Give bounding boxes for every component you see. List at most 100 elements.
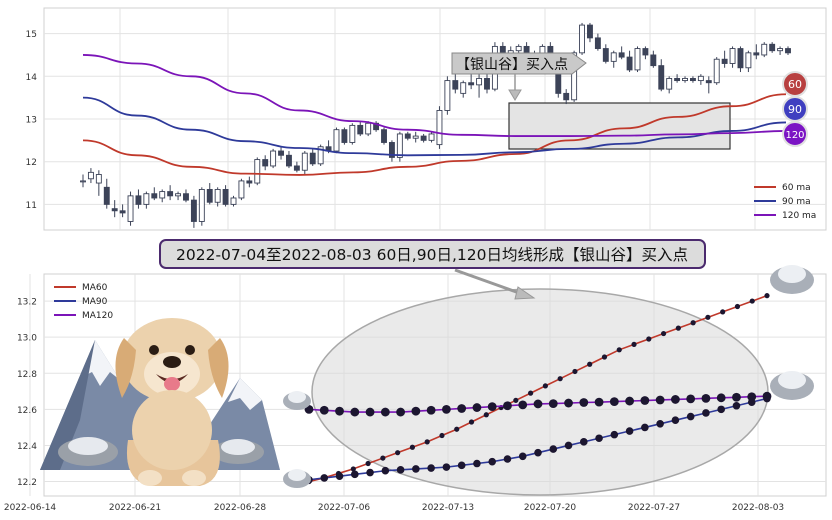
candle-body — [388, 142, 395, 158]
candle-body — [230, 197, 237, 205]
bottom-ma-point — [705, 314, 711, 320]
x-tick-label: 2022-06-14 — [4, 503, 57, 513]
bottom-ma-point — [380, 455, 386, 461]
candle-body — [610, 52, 617, 62]
candle-body — [579, 24, 585, 54]
candle-body — [705, 80, 712, 84]
candle-body — [87, 171, 94, 180]
candle-body — [301, 152, 308, 171]
bottom-ma-point — [483, 412, 489, 418]
candle — [626, 50, 633, 73]
candle — [460, 80, 467, 98]
candle — [404, 131, 411, 141]
top-y-tick-label: 11 — [26, 201, 37, 211]
candle-body — [222, 188, 229, 205]
candle-body — [729, 48, 736, 64]
candle — [119, 204, 126, 218]
candle-body — [436, 110, 443, 146]
bottom-y-tick-label: 13.2 — [17, 298, 37, 308]
candles — [80, 22, 791, 228]
candle-body — [745, 52, 752, 69]
candle-body — [587, 24, 593, 39]
candle-body — [103, 186, 110, 205]
x-tick-label: 2022-06-21 — [109, 503, 161, 513]
candle — [309, 148, 316, 166]
bottom-ma-point — [487, 402, 497, 412]
candle — [666, 76, 673, 94]
bottom-ma-point — [503, 401, 512, 411]
legend-ma120-label: MA120 — [82, 311, 113, 321]
silver-valley-box — [508, 102, 731, 150]
candle-body — [666, 77, 673, 90]
candle — [729, 46, 736, 68]
candle-body — [190, 199, 197, 222]
bottom-ma-point — [594, 397, 604, 407]
bottom-ma-point — [717, 405, 725, 414]
candle — [198, 187, 205, 226]
bottom-ma-point — [549, 445, 558, 453]
candle-body — [697, 75, 704, 82]
bottom-ma-point — [528, 390, 534, 396]
bottom-ma-point — [625, 396, 634, 406]
ma-badges: 60 90 120 — [782, 71, 808, 147]
candle — [388, 140, 395, 162]
candle-body — [151, 193, 158, 199]
legend-120-label: 120 ma — [782, 211, 816, 221]
candle-body — [357, 124, 364, 135]
candle-body — [634, 48, 641, 71]
candle-body — [381, 129, 387, 143]
bottom-ma-point — [533, 399, 543, 409]
candle — [222, 185, 229, 207]
x-tick-label: 2022-07-20 — [524, 503, 577, 513]
candle — [436, 106, 443, 149]
top-ma-line-90-ma — [82, 96, 787, 157]
bottom-y-tick-label: 12.8 — [17, 370, 37, 380]
bottom-ma-point — [732, 401, 741, 410]
candle — [563, 89, 570, 105]
bottom-ma-line-MA60 — [308, 294, 768, 483]
bottom-ma-point — [764, 293, 770, 299]
candle — [587, 22, 593, 43]
badge-90-label: 90 — [788, 103, 802, 116]
candle-body — [246, 180, 253, 184]
bottom-ma-point — [671, 395, 680, 404]
candle — [682, 76, 688, 83]
candle-body — [563, 92, 570, 101]
bottom-ma-point — [686, 412, 695, 421]
candle — [286, 151, 292, 169]
bottom-ma-point — [457, 404, 467, 413]
bottom-ma-point — [457, 461, 466, 470]
candle — [761, 42, 768, 58]
candle-body — [341, 129, 348, 143]
bottom-ma-point — [442, 463, 451, 471]
bottom-ma-point — [518, 452, 527, 461]
candlestick-chart: 11 12 13 14 15 【银山谷】买入点 60 90 120 — [26, 7, 827, 231]
bottom-ma-point — [488, 457, 497, 466]
candle — [183, 189, 189, 203]
candle — [753, 44, 760, 60]
candle-body — [135, 195, 142, 205]
bottom-ma-point — [610, 430, 619, 439]
bottom-moving-averages — [304, 293, 772, 485]
candle — [317, 144, 324, 166]
legend-90-label: 90 ma — [782, 197, 811, 207]
candle-body — [777, 48, 784, 52]
bottom-ma-point — [518, 400, 528, 410]
candle-body — [293, 165, 300, 171]
candle-body — [183, 193, 189, 201]
candle — [745, 50, 752, 73]
candle — [713, 57, 720, 85]
bottom-ma-point — [701, 393, 711, 403]
bottom-ma-point — [732, 392, 741, 402]
x-tick-label: 2022-08-03 — [732, 503, 784, 513]
candle — [293, 161, 300, 173]
decoration-illustration — [40, 265, 814, 488]
callout-arrow-shape — [451, 52, 587, 75]
candle-body — [753, 52, 760, 56]
bottom-ma-point — [439, 432, 445, 439]
legend-60-label: 60 ma — [782, 183, 811, 193]
bottom-ma-point — [542, 383, 548, 389]
candle — [658, 59, 665, 92]
bottom-ma-point — [395, 450, 401, 456]
silver-ingot-icon — [58, 437, 264, 466]
